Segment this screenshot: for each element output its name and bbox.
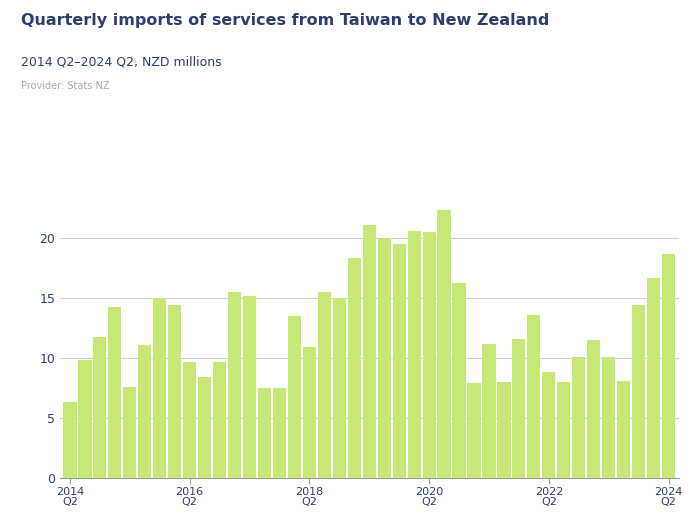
Bar	[288, 316, 301, 478]
Bar	[393, 244, 406, 478]
Bar	[123, 387, 136, 478]
Bar	[303, 347, 316, 478]
Bar	[468, 383, 481, 478]
Bar	[482, 344, 496, 478]
Bar	[318, 292, 331, 478]
Bar	[108, 307, 122, 478]
Bar	[512, 339, 526, 478]
Bar	[332, 298, 346, 478]
Bar	[572, 357, 585, 478]
Bar	[213, 362, 226, 478]
Bar	[93, 337, 106, 478]
Bar	[602, 357, 615, 478]
Bar	[377, 238, 391, 478]
Bar	[587, 340, 601, 478]
Bar	[168, 306, 181, 478]
Bar	[243, 296, 256, 478]
Bar	[632, 306, 645, 478]
Bar	[348, 257, 361, 478]
Bar	[647, 278, 660, 478]
Bar	[198, 377, 211, 478]
Text: figure.nz: figure.nz	[584, 18, 662, 32]
Bar	[363, 225, 376, 478]
Bar	[183, 362, 196, 478]
Bar	[497, 382, 510, 478]
Bar	[438, 209, 451, 478]
Bar	[407, 231, 421, 478]
Bar	[617, 381, 630, 478]
Bar	[78, 361, 92, 478]
Text: Quarterly imports of services from Taiwan to New Zealand: Quarterly imports of services from Taiwa…	[21, 13, 550, 28]
Bar	[423, 233, 435, 478]
Bar	[228, 292, 242, 478]
Bar	[542, 372, 555, 478]
Bar	[153, 298, 167, 478]
Text: 2014 Q2–2024 Q2, NZD millions: 2014 Q2–2024 Q2, NZD millions	[21, 55, 222, 68]
Bar	[452, 282, 466, 478]
Bar	[557, 382, 570, 478]
Bar	[258, 388, 271, 478]
Text: Provider: Stats NZ: Provider: Stats NZ	[21, 81, 109, 91]
Bar	[138, 345, 151, 478]
Bar	[64, 402, 76, 478]
Bar	[527, 315, 540, 478]
Bar	[273, 388, 286, 478]
Bar	[662, 254, 675, 478]
